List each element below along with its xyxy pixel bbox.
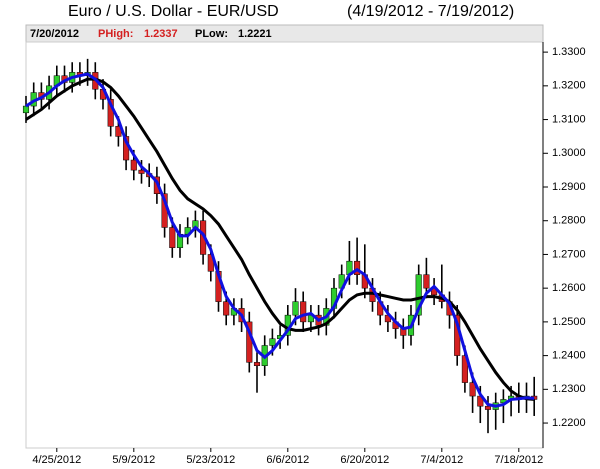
candle-body [223,301,230,316]
candle-body [130,159,137,171]
y-tick-label: 1.2200 [552,417,586,429]
x-tick-label: 7/4/2012 [420,454,463,466]
x-tick-label: 5/23/2012 [186,454,235,466]
moving-average [25,72,535,408]
y-tick-label: 1.2400 [552,350,586,362]
header-low-label: PLow: [195,28,228,40]
x-tick-label: 6/20/2012 [340,454,389,466]
candle-body [415,274,422,316]
header-high-label: PHigh: [98,28,133,40]
candle-body [484,405,492,410]
candle-body [423,274,430,289]
header-high: 1.2337 [144,28,178,40]
candle-body [292,301,299,316]
candle-body [253,362,261,366]
x-tick-label: 7/18/2012 [494,454,543,466]
y-tick-label: 1.3300 [552,46,586,58]
candle-body [300,301,307,323]
chart-subtitle: (4/19/2012 - 7/19/2012) [347,3,514,20]
y-tick-label: 1.2900 [552,181,586,193]
y-tick-label: 1.2600 [552,282,586,294]
y-tick-label: 1.3000 [552,147,586,159]
chart-title: Euro / U.S. Dollar - EUR/USD [68,3,279,20]
y-tick-label: 1.3100 [552,113,586,125]
header-date: 7/20/2012 [30,28,79,40]
x-tick-label: 5/9/2012 [112,454,155,466]
y-tick-label: 1.2700 [552,248,586,260]
y-tick-label: 1.2300 [552,383,586,395]
candle-body [169,227,176,248]
candle-body [469,382,476,397]
candle-body [269,338,276,346]
y-tick-label: 1.3200 [552,80,586,92]
y-tick-label: 1.2800 [552,215,586,227]
x-tick-label: 6/6/2012 [266,454,309,466]
x-tick-label: 4/25/2012 [32,454,81,466]
y-tick-label: 1.2500 [552,316,586,328]
candle-body [138,169,145,174]
candle-body [22,105,30,114]
header-low: 1.2221 [238,28,272,40]
